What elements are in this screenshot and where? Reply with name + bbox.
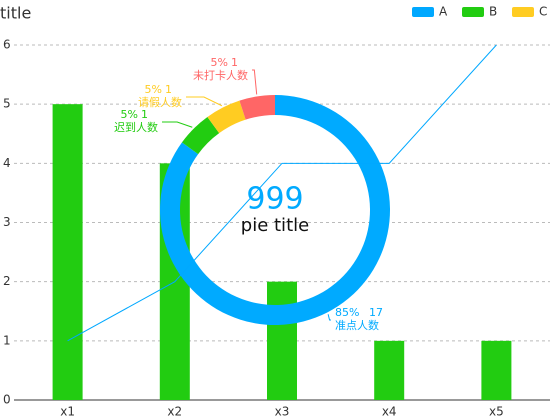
pie-value: 17	[369, 306, 383, 319]
x-tick-label: x2	[167, 405, 182, 419]
x-tick-label: x3	[275, 405, 290, 419]
bar	[267, 281, 297, 400]
pie-slice	[207, 100, 246, 134]
label-line	[252, 69, 258, 95]
bar	[52, 104, 83, 401]
legend-swatch	[412, 7, 434, 17]
line-series	[67, 44, 497, 342]
bar	[481, 340, 512, 400]
pie-percent: 5%	[121, 108, 138, 121]
x-tick-label: x1	[60, 405, 75, 419]
label-line	[162, 121, 193, 128]
pie-value: 1	[231, 56, 238, 69]
legend-swatch	[462, 7, 484, 17]
y-tick-label: 0	[3, 393, 11, 407]
y-tick-label: 2	[3, 274, 11, 288]
y-tick-label: 6	[3, 38, 11, 52]
label-line	[327, 314, 331, 321]
pie-percent: 85%	[335, 306, 359, 319]
y-tick-label: 3	[3, 215, 11, 229]
pie-value: 1	[165, 83, 172, 96]
y-tick-label: 5	[3, 97, 11, 111]
legend-label: A	[439, 5, 448, 19]
label-line	[186, 96, 223, 107]
pie-percent: 5%	[145, 83, 162, 96]
pie-percent: 5%	[211, 56, 228, 69]
y-tick-label: 4	[3, 156, 11, 170]
x-tick-label: x4	[382, 405, 397, 419]
legend-swatch	[512, 7, 534, 17]
y-tick-label: 1	[3, 333, 11, 347]
pie-label: 准点人数	[335, 319, 379, 332]
chart-title: title	[0, 4, 31, 23]
pie-title: pie title	[241, 215, 309, 236]
legend-label: C	[539, 5, 547, 19]
pie-label: 迟到人数	[114, 121, 158, 134]
legend-label: B	[489, 5, 497, 19]
pie-center-text: 999	[246, 182, 303, 217]
x-tick-label: x5	[489, 405, 504, 419]
pie-slice	[181, 116, 220, 155]
pie-label: 请假人数	[138, 95, 182, 109]
pie-value: 1	[141, 108, 148, 121]
bar	[374, 340, 405, 400]
pie-slice	[239, 95, 275, 120]
pie-label: 未打卡人数	[193, 68, 248, 82]
